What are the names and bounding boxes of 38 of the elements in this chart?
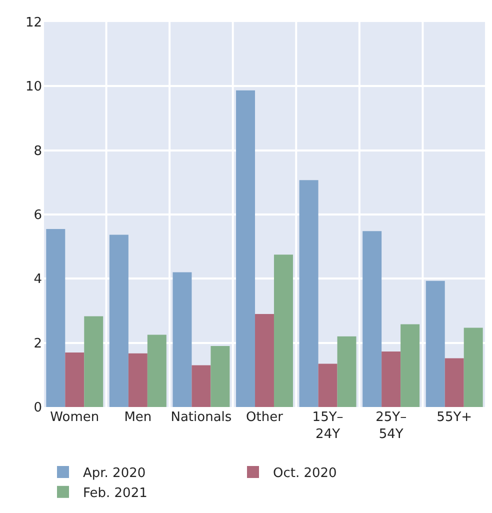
bar	[65, 352, 84, 407]
bar	[362, 231, 382, 407]
legend-label: Feb. 2021	[83, 486, 148, 501]
bar	[172, 272, 192, 407]
y-tick-label: 0	[34, 400, 42, 416]
bar	[337, 336, 356, 407]
bar	[464, 328, 483, 407]
bar	[299, 180, 318, 407]
bar	[192, 365, 211, 407]
y-tick-label: 4	[34, 272, 42, 288]
legend-label: Oct. 2020	[273, 466, 337, 482]
bar	[46, 228, 66, 407]
bar	[318, 364, 338, 407]
x-tick-label: Women	[50, 410, 100, 425]
bar	[400, 324, 420, 407]
bar	[210, 346, 230, 407]
bar	[147, 334, 166, 407]
y-tick-label: 6	[34, 208, 42, 224]
y-tick-label: 10	[25, 80, 42, 95]
y-tick-label: 2	[34, 336, 42, 352]
y-tick-label: 8	[34, 144, 42, 159]
x-tick-label: Men	[124, 410, 152, 425]
x-tick-label: 55Y+	[436, 410, 472, 425]
bar	[444, 358, 464, 407]
x-tick-label: 25Y–54Y	[376, 410, 407, 442]
bar	[255, 314, 274, 407]
bar	[426, 280, 445, 407]
bar	[382, 352, 401, 407]
bar	[274, 254, 293, 407]
legend-label: Apr. 2020	[83, 466, 146, 482]
bar	[109, 234, 128, 407]
bar	[84, 316, 104, 407]
bar	[236, 90, 256, 407]
y-tick-label: 12	[25, 16, 42, 31]
x-tick-label: 15Y–24Y	[312, 410, 344, 442]
bar	[128, 353, 148, 407]
x-tick-label: Other	[246, 410, 284, 425]
x-tick-label: Nationals	[170, 410, 232, 425]
